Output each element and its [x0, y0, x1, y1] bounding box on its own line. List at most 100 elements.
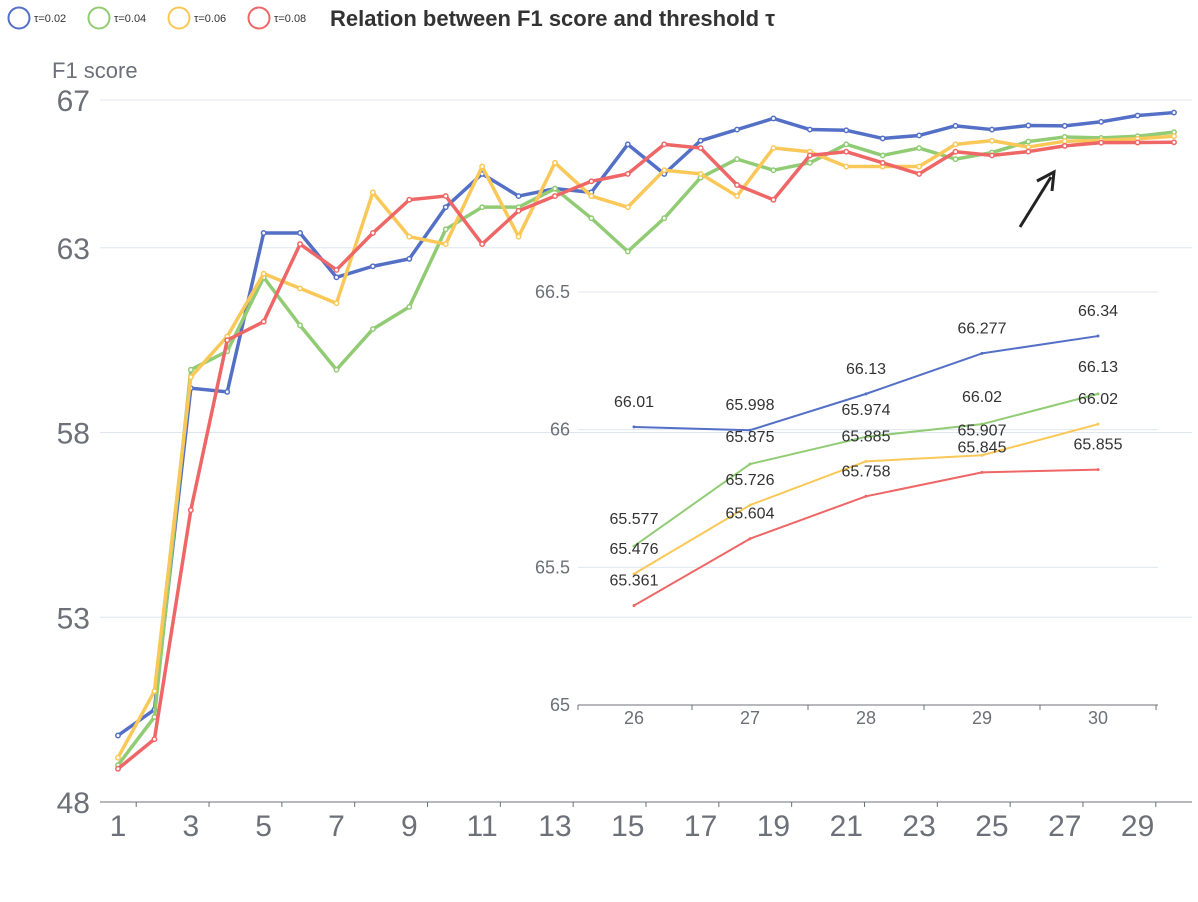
legend[interactable]: τ=0.02 τ=0.04 τ=0.06 τ=0.08: [7, 6, 307, 30]
x-tick-label: 3: [182, 810, 199, 843]
inset-data-point: [1096, 334, 1100, 338]
data-point: [442, 204, 449, 211]
inset-data-point: [748, 428, 752, 432]
data-point: [952, 156, 959, 163]
x-tick-label: 15: [611, 810, 644, 843]
data-point: [333, 300, 340, 307]
y-axis-label: F1 score: [52, 58, 138, 83]
data-point: [297, 230, 304, 236]
inset-grid: [577, 291, 1158, 710]
legend-marker: [167, 6, 191, 30]
inset-y-tick-label: 65.5: [535, 557, 570, 577]
inset-data-point: [1096, 468, 1100, 472]
inset-data-point: [748, 537, 752, 541]
series-line: [116, 110, 1175, 737]
data-point: [661, 215, 668, 222]
inset-data-point: [632, 604, 636, 608]
x-tick-label: 23: [902, 810, 935, 843]
x-tick-label: 9: [401, 810, 418, 843]
data-point: [879, 135, 886, 142]
data-point: [1061, 122, 1068, 129]
data-point: [952, 148, 959, 155]
data-point: [187, 366, 194, 373]
legend-label: τ=0.04: [114, 13, 146, 25]
data-point: [187, 374, 194, 381]
data-point: [879, 159, 886, 166]
legend-item[interactable]: τ=0.02: [7, 6, 67, 30]
x-tick-label: 17: [684, 810, 717, 843]
data-point: [843, 141, 850, 148]
data-point: [515, 193, 522, 200]
legend-item[interactable]: τ=0.04: [87, 6, 147, 30]
series-line: [116, 130, 1175, 767]
data-point: [187, 507, 194, 514]
inset-data-point: [632, 544, 636, 548]
data-point: [515, 207, 522, 214]
legend-item[interactable]: τ=0.06: [167, 6, 227, 30]
data-point: [333, 366, 340, 373]
data-point: [588, 215, 595, 222]
inset-y-tick-label: 66.5: [535, 282, 570, 302]
data-point: [916, 163, 923, 170]
data-point: [1025, 138, 1032, 145]
data-point: [1025, 148, 1032, 155]
data-point: [770, 196, 777, 203]
data-point: [442, 226, 449, 233]
data-point: [1171, 139, 1177, 146]
data-point: [734, 182, 740, 188]
inset-data-label: 65.476: [610, 541, 659, 558]
x-tick-label: 13: [538, 810, 571, 843]
data-point: [406, 196, 413, 203]
inset-data-label: 65.758: [842, 463, 891, 480]
data-point: [479, 241, 486, 248]
data-point: [952, 122, 959, 129]
inset-data-label: 66.02: [1078, 391, 1118, 408]
main-grid: [100, 99, 1192, 807]
inset-data-label: 66.01: [614, 394, 654, 411]
data-point: [369, 263, 376, 270]
data-point: [369, 189, 376, 196]
inset-data-point: [864, 494, 868, 498]
inset-data-point: [632, 425, 636, 429]
x-tick-label: 5: [255, 810, 272, 843]
inset-data-point: [980, 351, 984, 355]
data-point: [333, 267, 340, 273]
x-tick-label: 27: [1048, 810, 1081, 843]
inset-y-tick-label: 65: [550, 695, 570, 715]
data-point: [697, 137, 704, 144]
inset-y-tick-label: 66: [550, 420, 570, 440]
inset-data-point: [1096, 392, 1100, 396]
inset-x-tick-label: 29: [972, 708, 992, 728]
legend-marker: [247, 6, 271, 30]
data-point: [1134, 139, 1141, 146]
data-point: [916, 132, 923, 139]
data-point: [624, 248, 631, 255]
inset-x-tick-label: 27: [740, 708, 760, 728]
x-tick-label: 1: [110, 810, 127, 843]
legend-marker: [7, 6, 31, 30]
inset-data-label: 66.02: [962, 389, 1002, 406]
x-tick-label: 29: [1121, 810, 1154, 843]
x-tick-label: 25: [975, 810, 1008, 843]
main-series: [115, 109, 1177, 772]
data-point: [624, 204, 631, 211]
data-point: [806, 159, 813, 166]
legend-item[interactable]: τ=0.08: [247, 6, 307, 30]
data-point: [916, 170, 923, 177]
inset-data-label: 65.361: [610, 573, 659, 590]
data-point: [406, 303, 413, 310]
x-tick-label: 19: [757, 810, 790, 843]
inset-series-line: [633, 468, 1099, 607]
data-point: [734, 156, 740, 163]
legend-label: τ=0.06: [194, 13, 226, 25]
data-point: [552, 193, 558, 200]
legend-marker: [87, 6, 111, 30]
data-point: [988, 126, 995, 133]
data-point: [1025, 144, 1032, 151]
chart-title: Relation between F1 score and threshold …: [330, 6, 775, 31]
data-point: [224, 388, 231, 395]
data-point: [806, 126, 813, 133]
data-point: [697, 145, 704, 151]
inset-data-label: 65.577: [610, 511, 659, 528]
inset-data-label: 65.875: [726, 429, 775, 446]
